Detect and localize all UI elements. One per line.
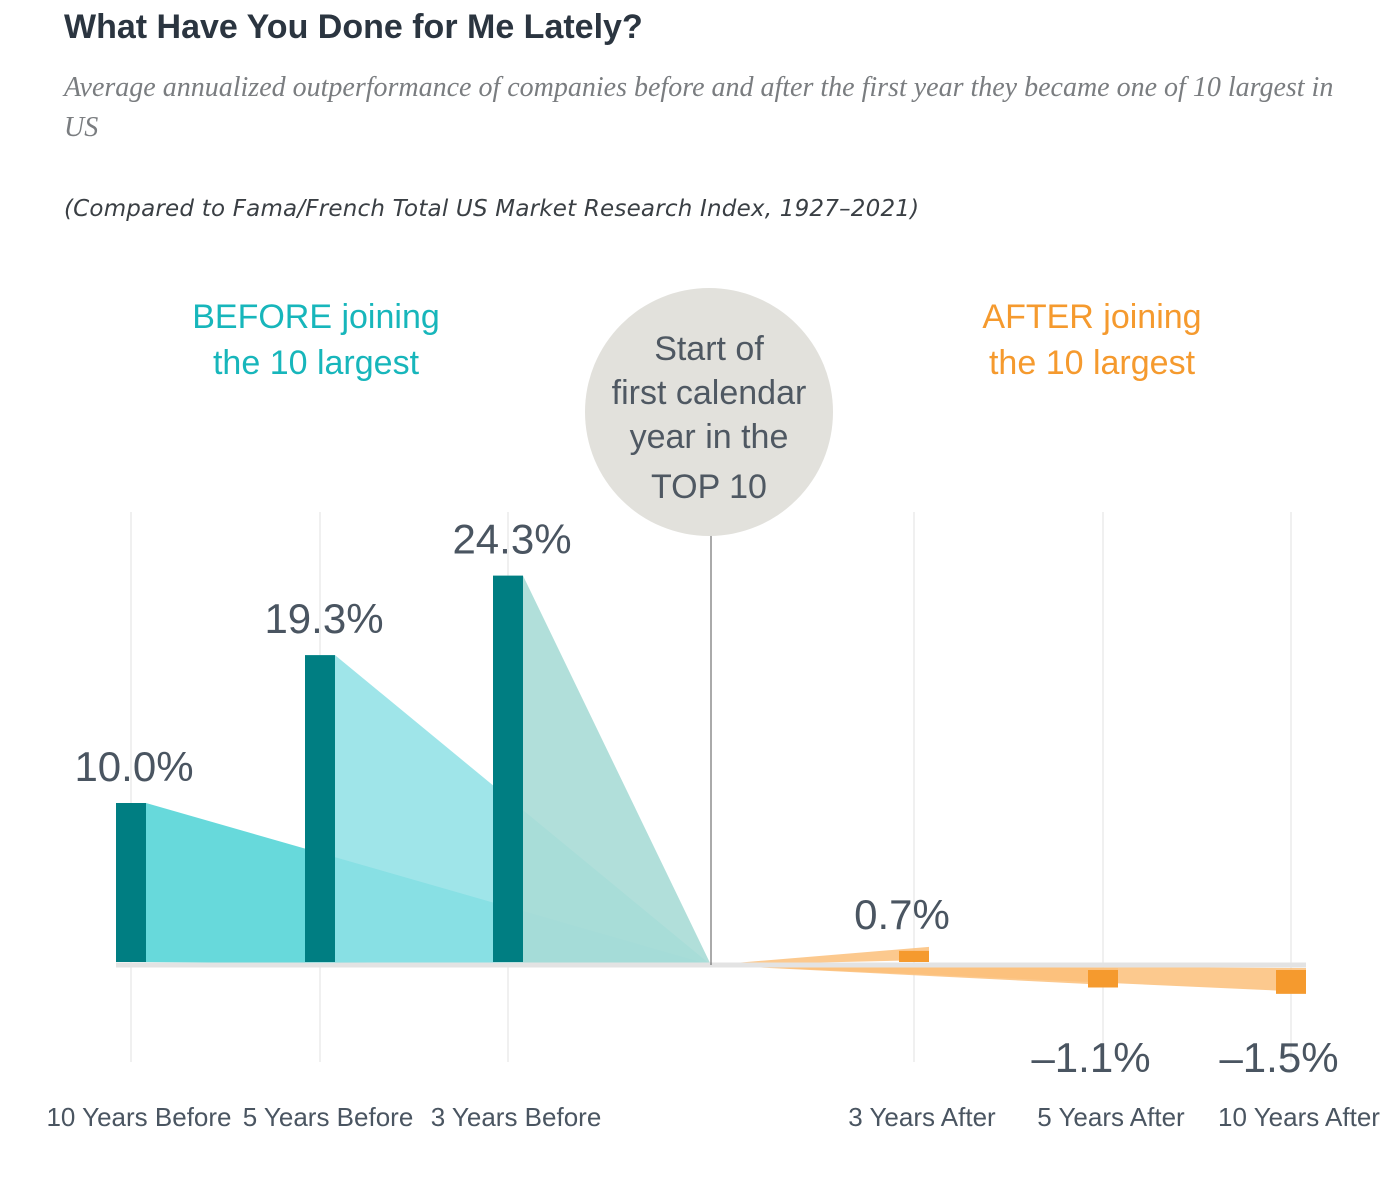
category-label: 5 Years After [1037, 1102, 1185, 1132]
category-labels: 10 Years Before 5 Years Before 3 Years Bef… [46, 1102, 1380, 1132]
wedge-10-years-after [711, 965, 1306, 992]
value-label: –1.1% [1031, 1034, 1150, 1081]
value-labels: 10.0% 19.3% 24.3% 0.7% –1.1% –1.5% [74, 516, 1338, 1081]
circle-label-line2: first calendar [612, 374, 807, 412]
category-label: 3 Years After [848, 1102, 996, 1132]
circle-label-line3: year in the [630, 418, 789, 456]
outperformance-chart: 10.0% 19.3% 24.3% 0.7% –1.1% –1.5% 10 Years B… [46, 288, 1380, 1132]
bar-10-years-before [116, 803, 146, 962]
value-label: –1.5% [1219, 1034, 1338, 1081]
after-group-label-line1: AFTER joining [982, 298, 1201, 336]
chart-title: What Have You Done for Me Lately? [64, 8, 643, 46]
circle-label-line4: TOP 10 [651, 468, 767, 506]
after-group-label-line2: the 10 largest [989, 344, 1196, 382]
bar-5-years-after [1088, 970, 1118, 988]
bar-3-years-before [493, 575, 523, 962]
before-group-label-line1: BEFORE joining [192, 298, 440, 336]
value-label: 0.7% [854, 891, 950, 938]
category-label: 10 Years Before [46, 1102, 231, 1132]
bars [116, 575, 1306, 994]
bar-3-years-after [899, 950, 929, 962]
chart-source-note: (Compared to Fama/French Total US Market… [64, 196, 920, 222]
category-label: 5 Years Before [243, 1102, 414, 1132]
wedge-3-years-before [493, 575, 711, 965]
bar-10-years-after [1276, 970, 1306, 994]
circle-label-line1: Start of [654, 330, 764, 368]
value-label: 10.0% [74, 743, 193, 790]
wedge-shapes [116, 575, 1306, 992]
wedge-3-years-after [711, 946, 929, 965]
bar-5-years-before [305, 655, 335, 962]
before-group-label-line2: the 10 largest [213, 344, 420, 382]
value-label: 19.3% [264, 595, 383, 642]
category-label: 3 Years Before [431, 1102, 602, 1132]
chart-subtitle: Average annualized outperformance of com… [64, 72, 1334, 143]
top10-start-circle [585, 288, 833, 536]
value-label: 24.3% [452, 516, 571, 563]
category-label: 10 Years After [1218, 1102, 1380, 1132]
